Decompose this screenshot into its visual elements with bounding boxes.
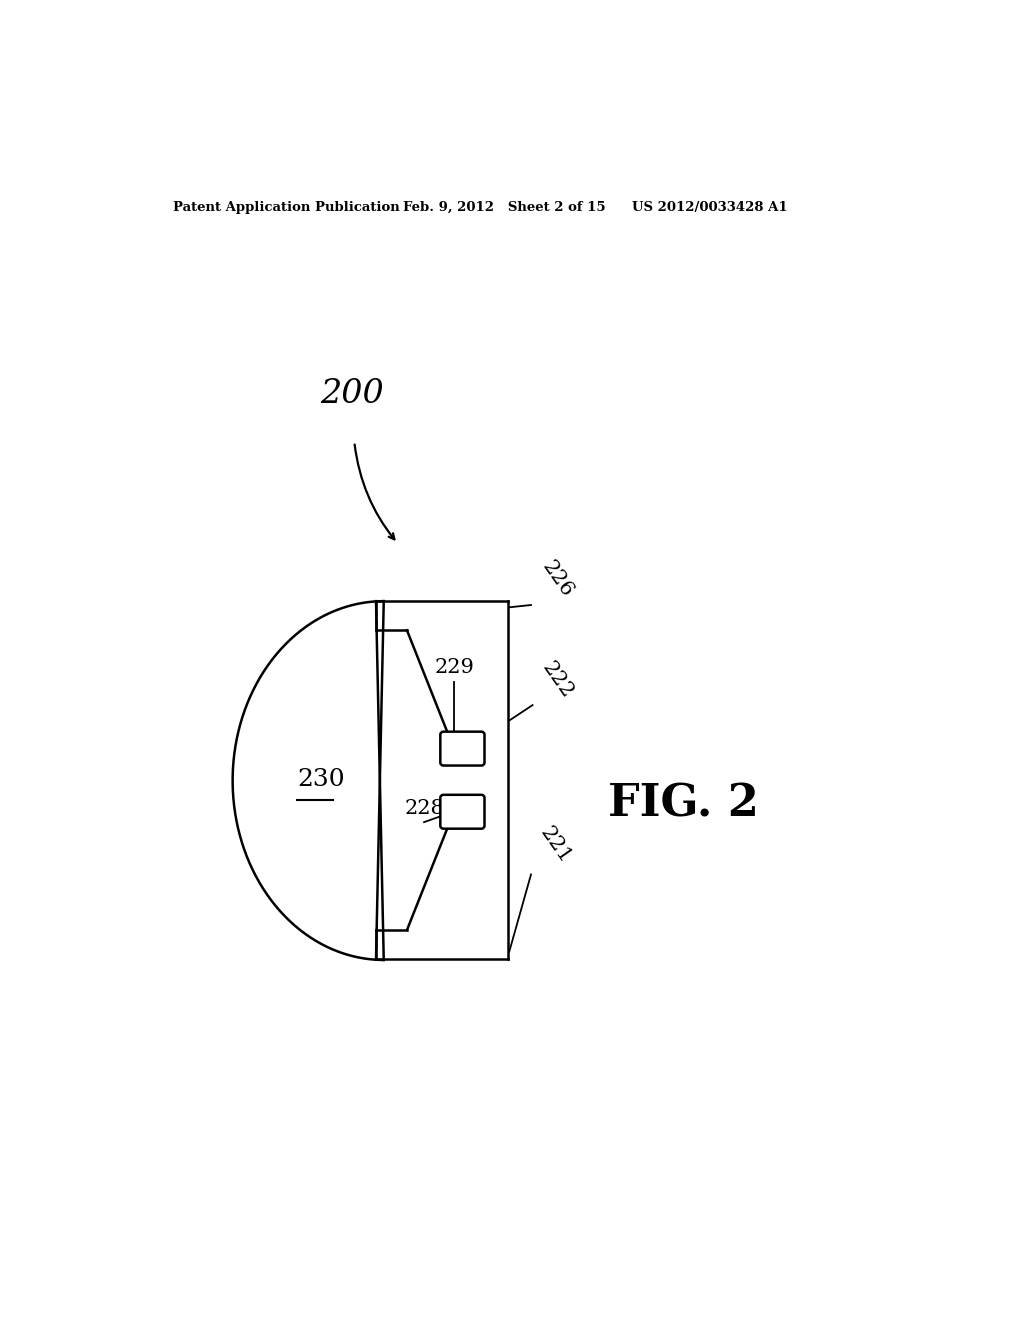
Text: 222: 222 bbox=[539, 657, 578, 701]
Text: 200: 200 bbox=[321, 379, 384, 411]
Text: FIG. 2: FIG. 2 bbox=[608, 783, 760, 826]
Text: 230: 230 bbox=[297, 768, 344, 791]
Text: Patent Application Publication: Patent Application Publication bbox=[173, 201, 399, 214]
Text: Feb. 9, 2012   Sheet 2 of 15: Feb. 9, 2012 Sheet 2 of 15 bbox=[403, 201, 606, 214]
Text: 229: 229 bbox=[434, 657, 474, 677]
Text: 228: 228 bbox=[404, 800, 444, 818]
FancyBboxPatch shape bbox=[440, 795, 484, 829]
Text: 226: 226 bbox=[539, 558, 578, 602]
Text: US 2012/0033428 A1: US 2012/0033428 A1 bbox=[632, 201, 787, 214]
FancyBboxPatch shape bbox=[440, 731, 484, 766]
Text: 221: 221 bbox=[537, 824, 574, 867]
